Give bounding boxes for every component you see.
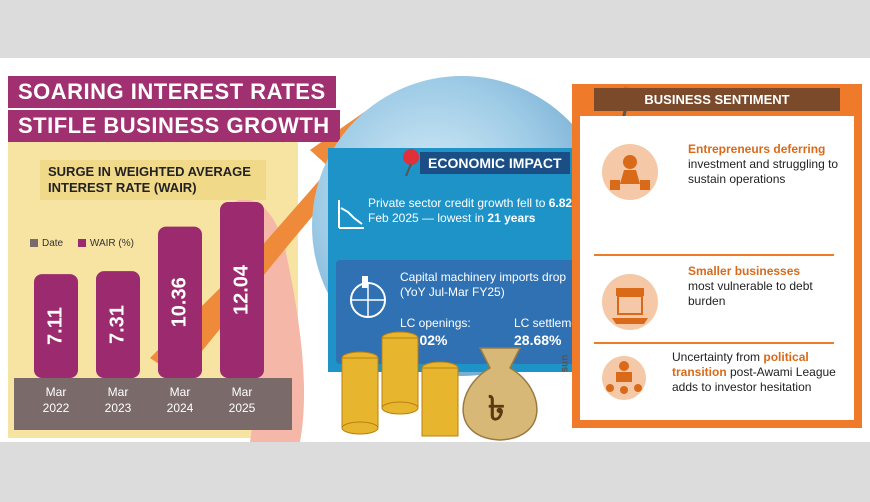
coins-and-moneybag-illustration: ৳: [341, 331, 538, 441]
economic-impact-box: ECONOMIC IMPACT Private sector credit gr…: [328, 148, 618, 372]
pushpin-icon: [403, 149, 419, 176]
sentiment-item-2: Smaller businesses most vulnerable to de…: [688, 264, 848, 309]
chart-title: SURGE IN WEIGHTED AVERAGE INTEREST RATE …: [40, 160, 266, 200]
sentiment-item-1-text: investment and struggling to sustain ope…: [688, 157, 839, 186]
wair-value-label-2025: 12.04: [230, 264, 252, 315]
date-axis-band: [14, 378, 292, 430]
divider-1: [594, 254, 834, 256]
chart-legend: Date WAIR (%): [30, 238, 146, 249]
machinery-text: Capital machinery imports drop (YoY Jul-…: [400, 270, 610, 300]
small-shop-icon: [602, 274, 658, 330]
business-sentiment-panel: BUSINESS SENTIMENT Entrepreneurs deferri…: [572, 84, 862, 428]
date-tick-label: 2025: [229, 401, 256, 415]
legend-label-date: Date: [42, 238, 64, 249]
business-sentiment-header: BUSINESS SENTIMENT: [594, 88, 840, 111]
title-line-1: SOARING INTEREST RATES: [8, 76, 336, 108]
sentiment-item-1: Entrepreneurs deferring investment and s…: [688, 142, 848, 187]
wair-value-label-2023: 7.31: [106, 305, 128, 344]
growth-arrow: [150, 108, 380, 378]
machinery-line-2: (YoY Jul-Mar FY25): [400, 285, 505, 299]
wair-bar-2025: [220, 202, 264, 378]
credit-text-pre: Private sector credit growth fell to: [368, 196, 546, 210]
wair-value-label-2024: 10.36: [168, 277, 190, 327]
credit-years-num: 21: [487, 211, 501, 225]
wair-bar-2022: [34, 274, 78, 378]
sentiment-item-3-post: post-Awami League adds to investor hesit…: [672, 365, 836, 394]
title-banner: SOARING INTEREST RATES STIFLE BUSINESS G…: [8, 70, 340, 142]
sentiment-item-3: Uncertainty from political transition po…: [672, 350, 854, 395]
date-tick-label: Mar: [108, 385, 129, 399]
sentiment-item-2-text: most vulnerable to debt burden: [688, 279, 813, 308]
sentiment-item-3-highlight: political transition: [672, 350, 809, 379]
date-tick-label: Mar: [46, 385, 67, 399]
entrepreneur-icon: [602, 144, 658, 200]
date-tick-label: 2022: [43, 401, 70, 415]
legend-item-wair: WAIR (%): [77, 238, 134, 249]
wair-bar-2023: [96, 271, 140, 378]
podium-crowd-icon: [602, 356, 646, 400]
wair-bar-2024: [158, 226, 202, 378]
date-tick-label: 2024: [167, 401, 194, 415]
wair-value-label-2022: 7.11: [44, 307, 66, 345]
date-tick-label: Mar: [170, 385, 191, 399]
legend-label-wair: WAIR (%): [89, 238, 134, 249]
lc-settlements-value: 28.68%: [514, 332, 562, 348]
svg-text:৳: ৳: [488, 389, 505, 429]
infographic-canvas: 7.11 Mar 2022 7.31 Mar 2023 10.36 Mar 2024 12.04 M…: [0, 58, 870, 442]
legend-item-date: Date: [30, 238, 63, 249]
divider-2: [594, 342, 834, 344]
sentiment-item-3-pre: Uncertainty from: [672, 350, 764, 364]
sentiment-item-2-highlight: Smaller businesses: [688, 264, 801, 278]
credit-text-post: years: [504, 211, 536, 225]
title-line-2: STIFLE BUSINESS GROWTH: [8, 110, 340, 142]
economic-impact-header: ECONOMIC IMPACT: [420, 152, 570, 174]
credit-tag: sun: [559, 354, 571, 373]
globe-factory-icon: [350, 276, 386, 318]
lc-openings-label: LC openings:: [400, 316, 471, 330]
date-tick-label: Mar: [232, 385, 253, 399]
sentiment-item-1-highlight: Entrepreneurs deferring: [688, 142, 826, 156]
date-tick-label: 2023: [105, 401, 132, 415]
wair-chart-svg: 7.11 Mar 2022 7.31 Mar 2023 10.36 Mar 2024 12.04 M…: [14, 108, 380, 442]
declining-chart-icon: [338, 200, 364, 229]
bar-group: 7.11 Mar 2022 7.31 Mar 2023 10.36 Mar 2024 12.04 M…: [14, 202, 292, 430]
machinery-line-1: Capital machinery imports drop: [400, 270, 567, 284]
money-bag-icon: [462, 347, 538, 441]
